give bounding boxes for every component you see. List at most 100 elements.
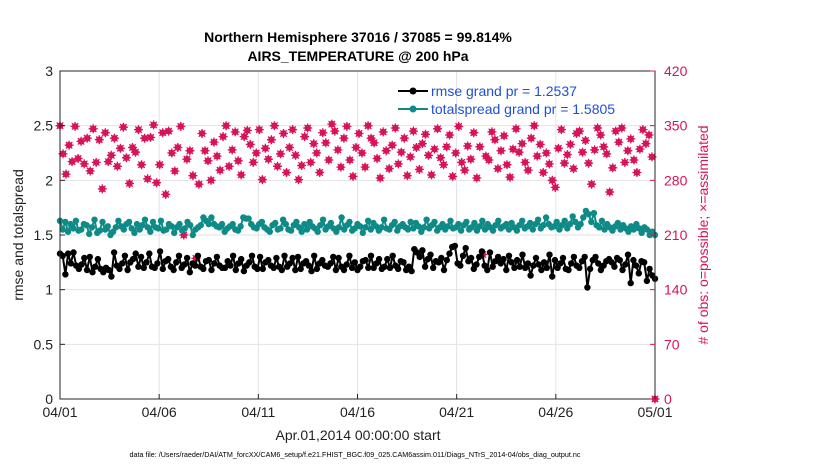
obs-point-cross xyxy=(149,120,159,130)
obs-point xyxy=(584,158,594,168)
spread-point xyxy=(293,218,300,226)
rmse-point xyxy=(330,253,337,261)
spread-point xyxy=(431,218,438,226)
spread-point xyxy=(346,218,353,226)
obs-point xyxy=(457,157,467,167)
spread-point xyxy=(171,229,178,236)
spread-point xyxy=(505,226,513,233)
rmse-point xyxy=(67,260,75,267)
spread-point xyxy=(588,218,595,226)
rmse-point xyxy=(595,260,602,267)
rmse-point xyxy=(62,271,69,278)
rmse-point xyxy=(116,265,123,273)
obs-point xyxy=(146,132,156,142)
obs-point-cross xyxy=(221,121,231,131)
obs-point-cross xyxy=(248,157,258,167)
spread-point xyxy=(598,217,606,224)
obs-point xyxy=(490,135,500,145)
rmse-point xyxy=(205,256,212,264)
obs-point-cross xyxy=(203,156,213,166)
rmse-point xyxy=(516,263,523,270)
obs-point-cross xyxy=(282,168,291,177)
obs-point-cross xyxy=(578,147,587,157)
rmse-point xyxy=(451,242,459,250)
obs-point xyxy=(532,151,542,161)
obs-point xyxy=(321,138,331,148)
rmse-point xyxy=(565,266,572,274)
obs-point-cross xyxy=(306,157,316,167)
spread-point xyxy=(638,229,645,236)
obs-point-cross xyxy=(58,149,68,159)
obs-point xyxy=(514,147,524,157)
obs-point-cross xyxy=(553,143,563,153)
rmse-point xyxy=(121,252,129,259)
rmse-point xyxy=(146,250,153,257)
obs-point xyxy=(294,175,304,185)
obs-point-cross xyxy=(345,155,355,165)
spread-point xyxy=(367,226,374,233)
obs-point xyxy=(197,129,207,138)
rmse-point xyxy=(622,261,629,268)
obs-point xyxy=(291,150,301,160)
rmse-point xyxy=(538,266,545,274)
rmse-point xyxy=(165,255,172,263)
rmse-point xyxy=(124,266,131,274)
obs-point-cross xyxy=(182,154,192,164)
obs-point xyxy=(384,164,394,174)
obs-point xyxy=(333,145,343,155)
spread-point xyxy=(272,219,279,227)
obs-point xyxy=(121,153,131,163)
obs-point xyxy=(67,157,77,167)
obs-point xyxy=(535,139,545,149)
obs-point-cross xyxy=(79,159,89,169)
spread-point xyxy=(364,217,372,224)
obs-point xyxy=(581,136,590,145)
rmse-point xyxy=(540,259,548,266)
spread-point xyxy=(70,225,77,232)
obs-point-cross xyxy=(260,143,270,153)
obs-point-cross xyxy=(143,174,153,184)
obs-point xyxy=(565,139,575,149)
obs-point-cross xyxy=(128,143,137,152)
rmse-point xyxy=(367,252,375,259)
obs-point xyxy=(408,126,418,136)
rmse-point xyxy=(154,260,161,267)
obs-point xyxy=(620,157,630,167)
obs-point xyxy=(58,149,68,159)
spread-point xyxy=(208,214,215,221)
obs-point xyxy=(602,149,612,159)
obs-point-cross xyxy=(523,165,533,175)
obs-point xyxy=(544,159,554,169)
obs-point xyxy=(82,133,92,143)
obs-point xyxy=(414,164,424,174)
rmse-point xyxy=(394,265,402,273)
rmse-point xyxy=(137,253,145,261)
obs-point-cross xyxy=(312,148,322,158)
obs-point-cross xyxy=(387,140,397,150)
rmse-point xyxy=(340,266,348,274)
obs-point xyxy=(505,172,515,182)
rmse-point xyxy=(381,263,388,270)
obs-point-cross xyxy=(158,128,168,138)
obs-point-cross xyxy=(390,123,400,133)
obs-point-cross xyxy=(279,129,288,138)
obs-point-cross xyxy=(593,123,603,133)
obs-point-cross xyxy=(269,121,279,131)
obs-point xyxy=(381,146,391,156)
obs-point-cross xyxy=(209,137,219,147)
rmse-point xyxy=(83,266,91,274)
obs-point-cross xyxy=(384,164,394,174)
spread-point xyxy=(72,217,80,224)
obs-point-cross xyxy=(505,172,515,182)
spread-point xyxy=(407,218,414,226)
spread-point xyxy=(596,224,603,231)
rmse-point xyxy=(110,249,118,256)
obs-point-cross xyxy=(511,124,521,134)
obs-point xyxy=(378,127,388,137)
rmse-point xyxy=(208,266,215,274)
obs-point xyxy=(91,157,101,167)
spread-point xyxy=(205,220,212,228)
obs-point xyxy=(559,158,569,168)
spread-point xyxy=(542,214,550,221)
